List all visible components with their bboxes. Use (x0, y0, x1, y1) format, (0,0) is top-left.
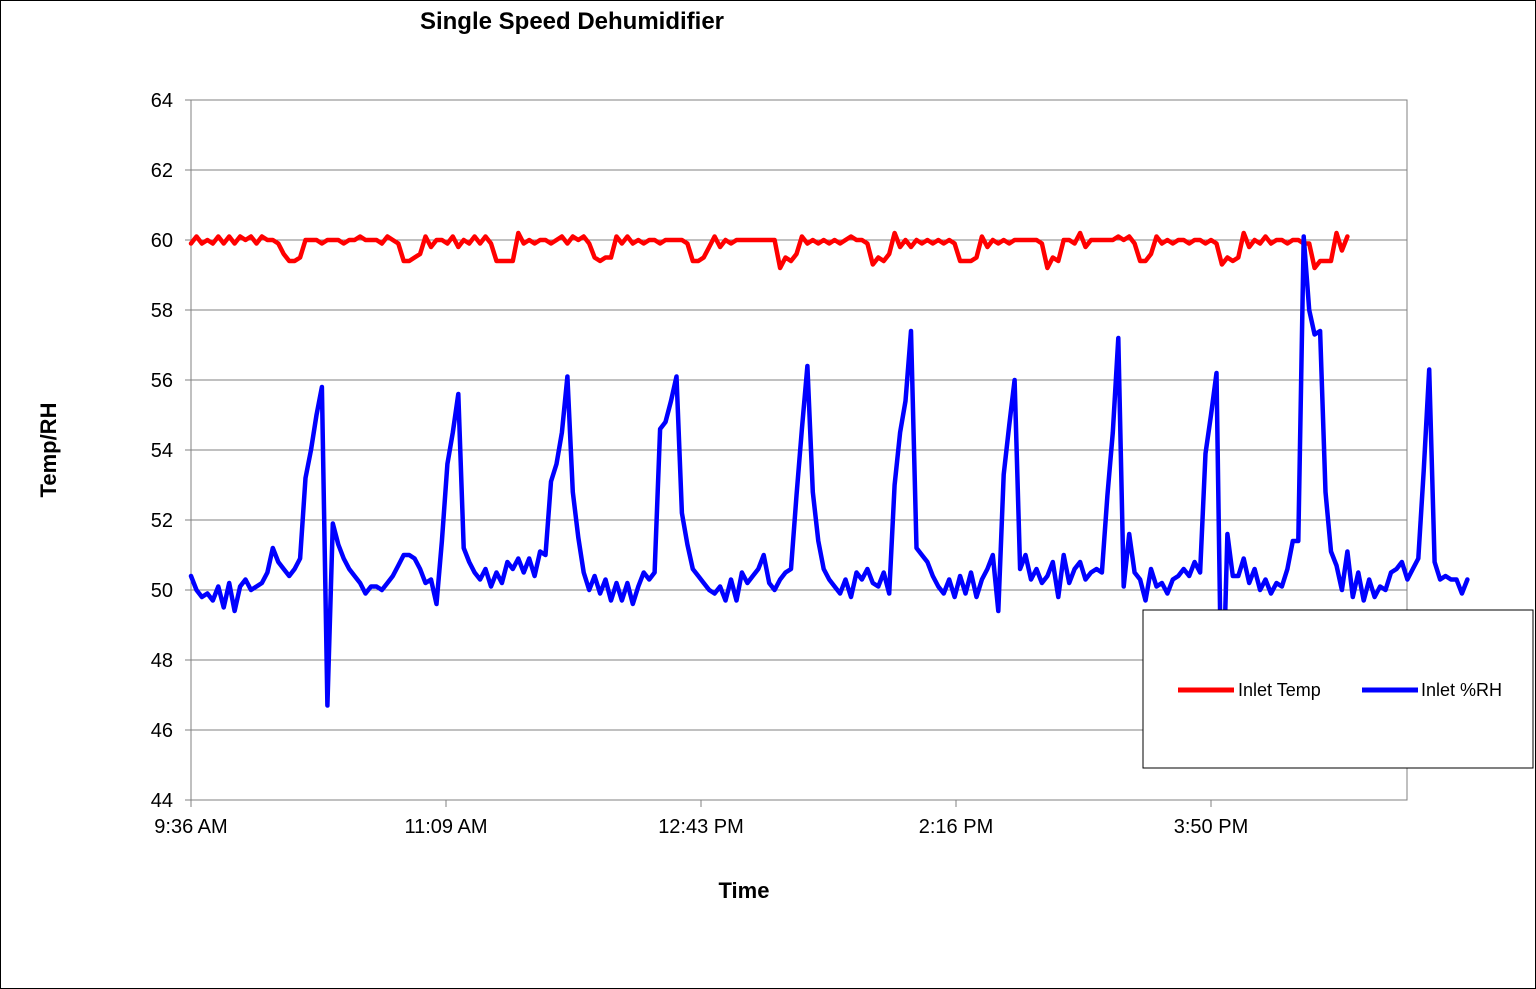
x-tick-label: 11:09 AM (404, 816, 487, 838)
y-tick-label: 64 (151, 90, 173, 112)
y-tick-label: 50 (151, 580, 173, 602)
y-tick-label: 60 (151, 230, 173, 252)
x-axis: 9:36 AM 11:09 AM 12:43 PM 2:16 PM 3:50 PM (154, 800, 1248, 838)
legend-label-inlet-temp: Inlet Temp (1238, 680, 1321, 700)
chart-title: Single Speed Dehumidifier (420, 8, 724, 35)
x-tick-label: 12:43 PM (658, 816, 744, 838)
series-line-inlet-rh (188, 234, 1470, 736)
x-tick-label: 2:16 PM (919, 816, 993, 838)
legend: Inlet Temp Inlet %RH (1142, 609, 1534, 769)
legend-label-inlet-rh: Inlet %RH (1421, 680, 1502, 700)
y-tick-label: 46 (151, 720, 173, 742)
series-layer (188, 230, 1470, 736)
x-tick-label: 9:36 AM (154, 816, 227, 838)
y-tick-label: 56 (151, 370, 173, 392)
x-axis-title: Time (719, 878, 770, 903)
y-tick-label: 48 (151, 650, 173, 672)
y-tick-label: 52 (151, 510, 173, 532)
y-tick-label: 62 (151, 160, 173, 182)
y-tick-label: 58 (151, 300, 173, 322)
y-tick-label: 54 (151, 440, 173, 462)
series-line-inlet-temp (188, 230, 1350, 271)
x-tick-label: 3:50 PM (1174, 816, 1248, 838)
y-tick-label: 44 (151, 790, 173, 812)
y-axis: 44 46 48 50 52 54 56 58 60 62 64 (151, 90, 191, 812)
y-axis-title: Temp/RH (36, 403, 61, 498)
